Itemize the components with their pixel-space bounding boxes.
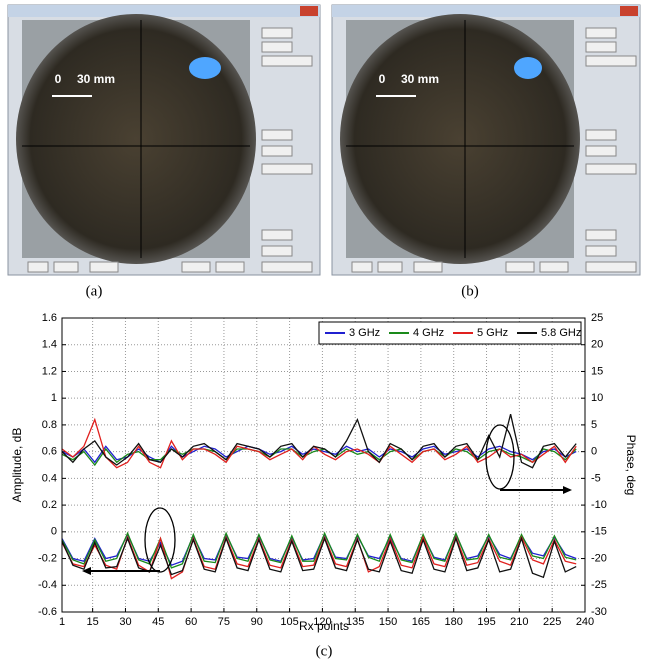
y-tick-label: -0.6 <box>38 606 57 618</box>
panel-label: (a) <box>86 283 103 299</box>
y-axis-label: Amplitude, dB <box>10 428 24 503</box>
annotation-arrowhead <box>563 486 572 494</box>
y2-tick-label: 25 <box>591 312 603 324</box>
legend-label: 3 GHz <box>349 327 380 339</box>
y-tick-label: 1 <box>51 392 57 404</box>
y-tick-label: 1.2 <box>42 365 57 377</box>
y2-axis-label: Phase, deg <box>624 435 638 496</box>
panel-label: (b) <box>461 283 479 299</box>
y-tick-label: -0.2 <box>38 552 57 564</box>
y-tick-label: 0.2 <box>42 499 57 511</box>
y2-tick-label: 5 <box>591 419 597 431</box>
legend-label: 5 GHz <box>477 327 508 339</box>
annotation-arrowhead <box>82 567 91 575</box>
y2-tick-label: 0 <box>591 446 597 458</box>
y-tick-label: 0.8 <box>42 419 57 431</box>
y2-tick-label: -15 <box>591 526 607 538</box>
x-tick-label: 195 <box>477 616 495 628</box>
scale-start: 0 <box>55 72 62 86</box>
chart: 1 15 30 45 60 75 90 105 120 135 150 165 180 195 210 225… <box>38 312 607 628</box>
screenshot-b: 0 30 mm <box>331 4 641 276</box>
y2-tick-label: 10 <box>591 392 603 404</box>
x-tick-label: 1 <box>59 616 65 628</box>
y-tick-label: 0.6 <box>42 446 57 458</box>
x-tick-label: 105 <box>280 616 298 628</box>
legend-label: 5.8 GHz <box>541 327 581 339</box>
x-tick-label: 150 <box>379 616 397 628</box>
x-tick-label: 210 <box>510 616 528 628</box>
series-line <box>61 414 577 469</box>
x-tick-label: 45 <box>152 616 164 628</box>
scale-label: 30 mm <box>401 72 439 86</box>
series-line <box>61 417 577 469</box>
y2-tick-label: -30 <box>591 606 607 618</box>
x-tick-label: 60 <box>185 616 197 628</box>
scale-label: 30 mm <box>77 72 115 86</box>
legend-label: 4 GHz <box>413 327 444 339</box>
x-tick-label: 135 <box>346 616 364 628</box>
x-tick-label: 30 <box>119 616 131 628</box>
y2-tick-label: 20 <box>591 339 603 351</box>
x-tick-label: 225 <box>543 616 561 628</box>
x-axis-label: Rx points <box>299 619 349 633</box>
x-tick-label: 165 <box>412 616 430 628</box>
x-tick-label: 15 <box>87 616 99 628</box>
y2-tick-label: -5 <box>591 472 601 484</box>
x-tick-label: 120 <box>313 616 331 628</box>
y2-tick-label: -10 <box>591 499 607 511</box>
x-tick-label: 240 <box>576 616 594 628</box>
y2-tick-label: 15 <box>591 365 603 377</box>
screenshot-a: 0 30 mm <box>7 4 321 276</box>
scale-start: 0 <box>379 72 386 86</box>
y2-tick-label: -25 <box>591 579 607 591</box>
y-tick-label: 1.6 <box>42 312 57 324</box>
panel-label: (c) <box>316 643 333 659</box>
series-line <box>61 531 577 569</box>
y-tick-label: -0.4 <box>38 579 57 591</box>
plot-frame <box>61 317 586 613</box>
x-tick-label: 75 <box>218 616 230 628</box>
x-tick-label: 180 <box>445 616 463 628</box>
x-tick-label: 90 <box>251 616 263 628</box>
y-tick-label: 1.4 <box>42 339 57 351</box>
y2-tick-label: -20 <box>591 552 607 564</box>
y-tick-label: 0.4 <box>42 472 57 484</box>
y-tick-label: 0 <box>51 526 57 538</box>
legend-box <box>318 321 582 345</box>
